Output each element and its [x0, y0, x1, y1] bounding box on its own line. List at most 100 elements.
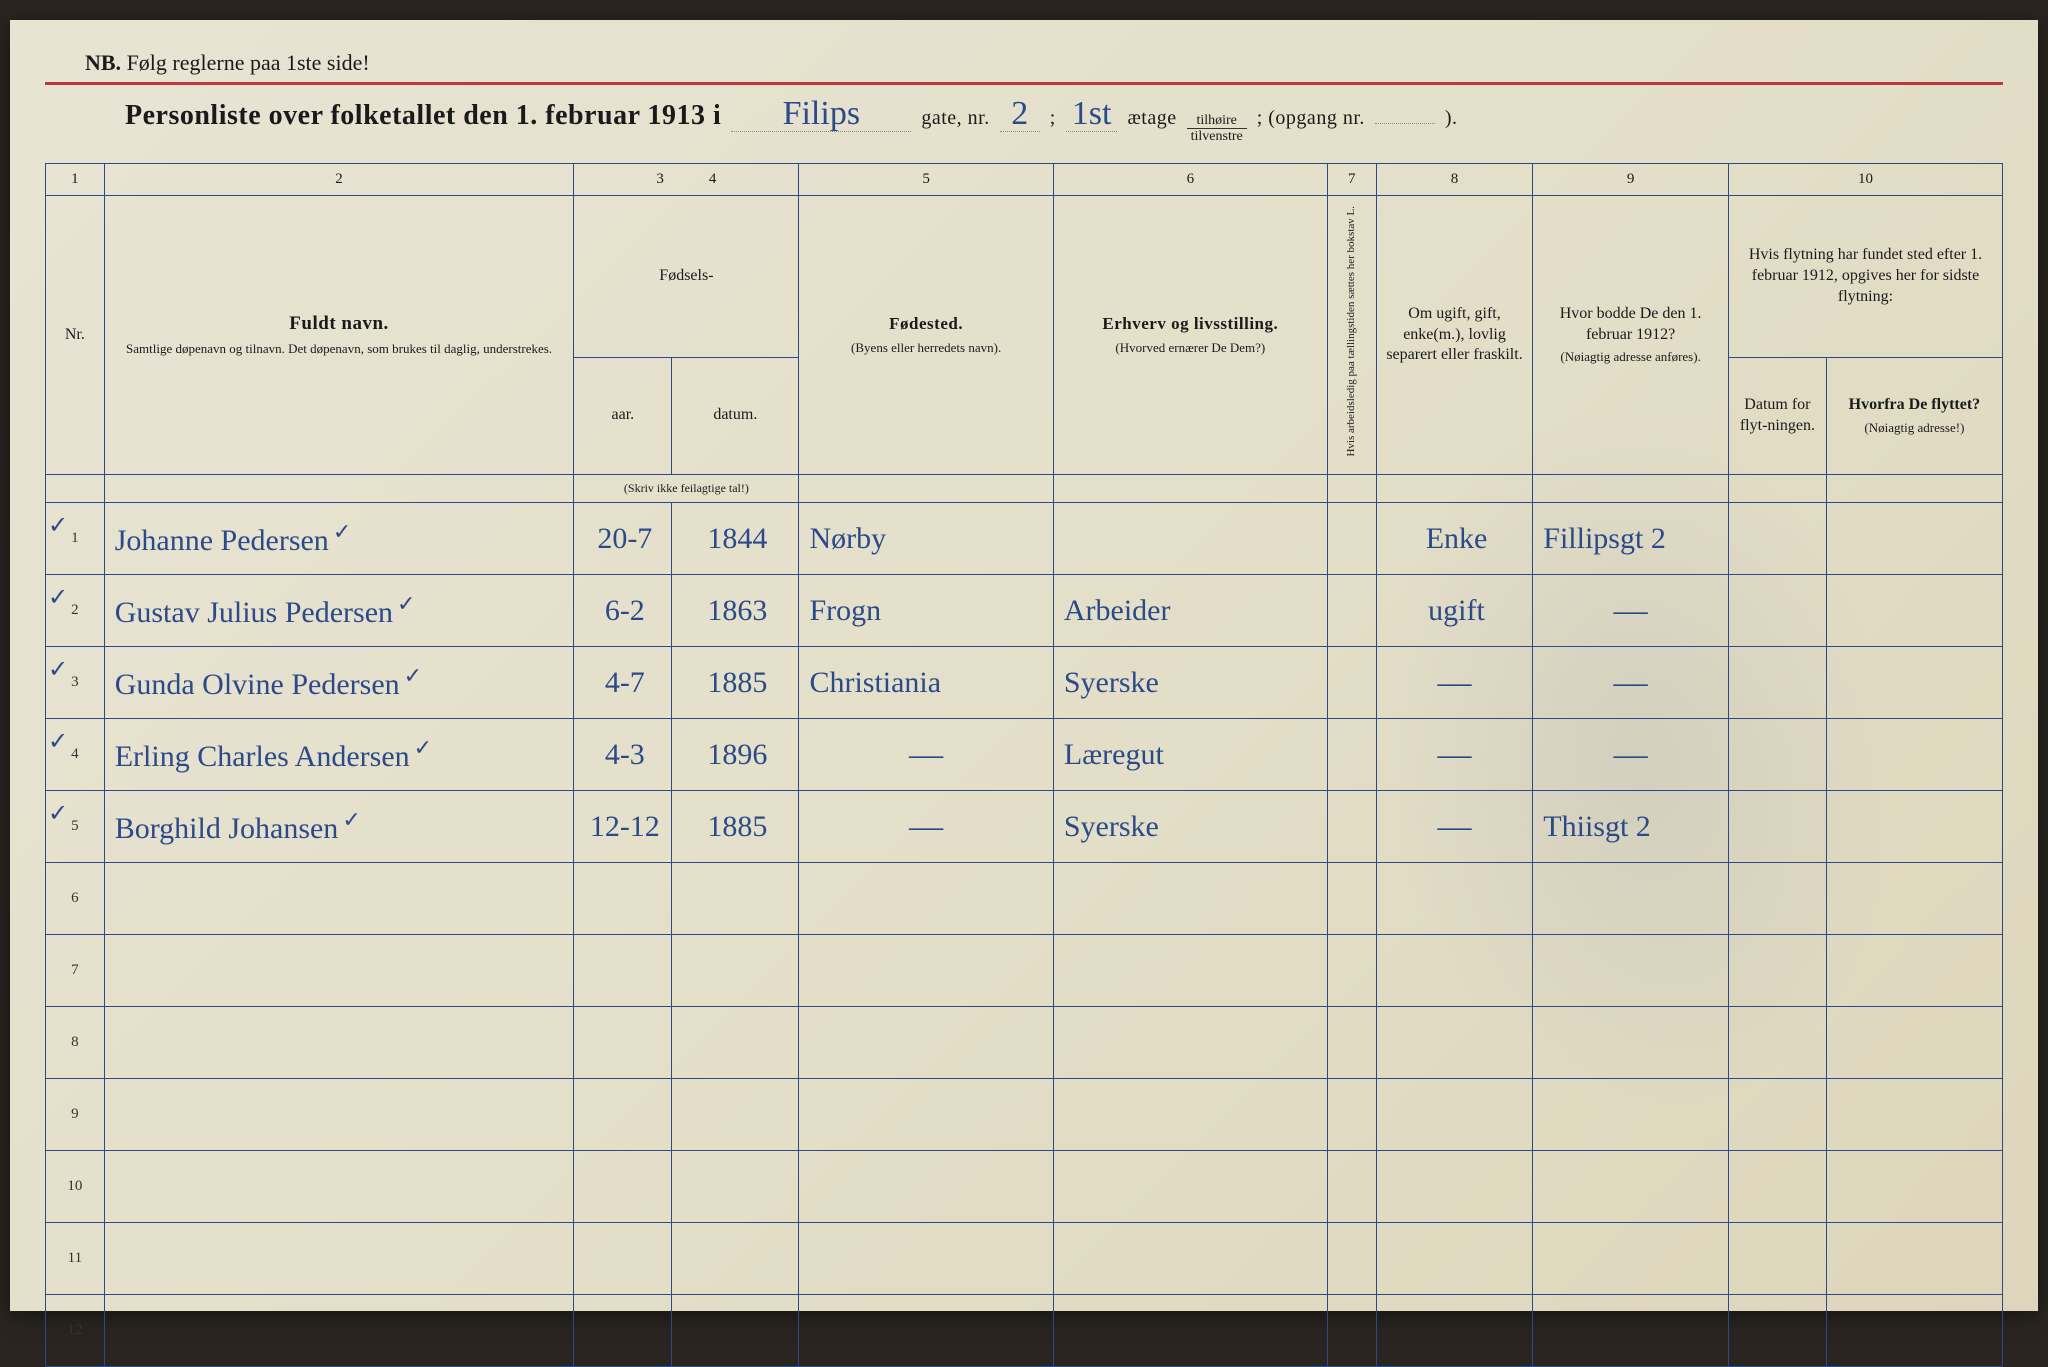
cell-c10a	[1728, 1151, 1826, 1223]
cell-fodested	[799, 935, 1053, 1007]
cell-name: Borghild Johansen✓	[104, 791, 574, 863]
colnum-2: 2	[104, 163, 574, 196]
cell-c7	[1327, 1151, 1376, 1223]
cell-name	[104, 1079, 574, 1151]
cell-c7	[1327, 863, 1376, 935]
cell-nr: 11	[46, 1223, 105, 1295]
cell-datum	[672, 1151, 799, 1223]
cell-c10b	[1826, 1151, 2002, 1223]
hdr-fodsels: Fødsels-	[574, 196, 799, 357]
cell-aar	[574, 1151, 672, 1223]
cell-c9	[1533, 1151, 1729, 1223]
table-row: 10	[46, 1151, 2003, 1223]
cell-datum: 1896	[672, 719, 799, 791]
cell-fodested: Nørby	[799, 503, 1053, 575]
cell-c10b	[1826, 575, 2002, 647]
cell-c9: Thiisgt 2	[1533, 791, 1729, 863]
cell-fodested	[799, 863, 1053, 935]
cell-erhverv: Syerske	[1053, 647, 1327, 719]
cell-c7	[1327, 503, 1376, 575]
cell-fodested: —	[799, 719, 1053, 791]
nb-instruction: NB. Følg reglerne paa 1ste side!	[45, 50, 2003, 76]
cell-nr: ✓3	[46, 647, 105, 719]
cell-c10a	[1728, 1295, 1826, 1367]
cell-erhverv	[1053, 935, 1327, 1007]
cell-datum	[672, 1007, 799, 1079]
colnum-1: 1	[46, 163, 105, 196]
cell-datum	[672, 1079, 799, 1151]
hdr-nr: Nr.	[46, 196, 105, 474]
cell-nr: 9	[46, 1079, 105, 1151]
cell-aar: 4-3	[574, 719, 672, 791]
cell-c8	[1376, 935, 1533, 1007]
table-row: 12	[46, 1295, 2003, 1367]
table-row: ✓1Johanne Pedersen✓20-71844NørbyEnkeFill…	[46, 503, 2003, 575]
column-number-row: 1 2 3 4 5 6 7 8 9 10	[46, 163, 2003, 196]
cell-nr: ✓1	[46, 503, 105, 575]
cell-c10a	[1728, 503, 1826, 575]
street-handwritten: Filips	[731, 97, 911, 132]
cell-name	[104, 1151, 574, 1223]
title-prefix: Personliste over folketallet den 1. febr…	[125, 100, 721, 132]
tilhoire-tilvenstre: tilhøire tilvenstre	[1187, 113, 1247, 145]
cell-erhverv: Læregut	[1053, 719, 1327, 791]
header-row-1: Nr. Fuldt navn. Samtlige døpenavn og til…	[46, 196, 2003, 357]
cell-fodested	[799, 1295, 1053, 1367]
hdr-erhverv: Erhverv og livsstilling. (Hvorved ernære…	[1053, 196, 1327, 474]
cell-name	[104, 1295, 574, 1367]
cell-nr: ✓2	[46, 575, 105, 647]
cell-c9	[1533, 935, 1729, 1007]
cell-erhverv	[1053, 1151, 1327, 1223]
cell-aar	[574, 1223, 672, 1295]
cell-c7	[1327, 791, 1376, 863]
cell-nr: 6	[46, 863, 105, 935]
cell-aar	[574, 863, 672, 935]
census-form-page: NB. Følg reglerne paa 1ste side! Personl…	[10, 20, 2038, 1311]
nb-text: Følg reglerne paa 1ste side!	[127, 50, 370, 75]
cell-c7	[1327, 647, 1376, 719]
colnum-9: 9	[1533, 163, 1729, 196]
cell-erhverv	[1053, 1007, 1327, 1079]
cell-c7	[1327, 719, 1376, 791]
cell-fodested: —	[799, 791, 1053, 863]
census-table: 1 2 3 4 5 6 7 8 9 10 Nr. Fuldt navn. Sam…	[45, 163, 2003, 1367]
colnum-10: 10	[1728, 163, 2002, 196]
gate-label: gate, nr.	[921, 107, 989, 130]
gate-nr-handwritten: 2	[1000, 97, 1040, 132]
cell-nr: 12	[46, 1295, 105, 1367]
cell-c8: —	[1376, 719, 1533, 791]
colnum-5: 5	[799, 163, 1053, 196]
hdr-col9: Hvor bodde De den 1. februar 1912? (Nøia…	[1533, 196, 1729, 474]
cell-fodested	[799, 1223, 1053, 1295]
cell-name: Johanne Pedersen✓	[104, 503, 574, 575]
cell-fodested: Frogn	[799, 575, 1053, 647]
cell-fodested	[799, 1151, 1053, 1223]
cell-erhverv	[1053, 1079, 1327, 1151]
cell-c8: Enke	[1376, 503, 1533, 575]
cell-name	[104, 1007, 574, 1079]
header-row-3: (Skriv ikke feilagtige tal!)	[46, 474, 2003, 503]
cell-nr: ✓5	[46, 791, 105, 863]
cell-c10b	[1826, 647, 2002, 719]
hdr-col10b: Hvorfra De flyttet? (Nøiagtig adresse!)	[1826, 357, 2002, 474]
table-row: 8	[46, 1007, 2003, 1079]
cell-c8	[1376, 1295, 1533, 1367]
cell-c9	[1533, 863, 1729, 935]
table-row: ✓2Gustav Julius Pedersen✓6-21863FrognArb…	[46, 575, 2003, 647]
cell-c9: —	[1533, 575, 1729, 647]
cell-c7	[1327, 1223, 1376, 1295]
cell-datum: 1844	[672, 503, 799, 575]
cell-nr: 8	[46, 1007, 105, 1079]
cell-erhverv: Arbeider	[1053, 575, 1327, 647]
hdr-aar-sub: (Skriv ikke feilagtige tal!)	[574, 474, 799, 503]
cell-fodested	[799, 1007, 1053, 1079]
cell-c8	[1376, 1151, 1533, 1223]
cell-aar	[574, 1295, 672, 1367]
form-title-line: Personliste over folketallet den 1. febr…	[45, 97, 2003, 145]
opgang-label: ; (opgang nr.	[1257, 107, 1365, 130]
hdr-datum: datum.	[672, 357, 799, 474]
cell-aar: 20-7	[574, 503, 672, 575]
cell-datum	[672, 935, 799, 1007]
cell-datum: 1885	[672, 791, 799, 863]
cell-c10b	[1826, 719, 2002, 791]
